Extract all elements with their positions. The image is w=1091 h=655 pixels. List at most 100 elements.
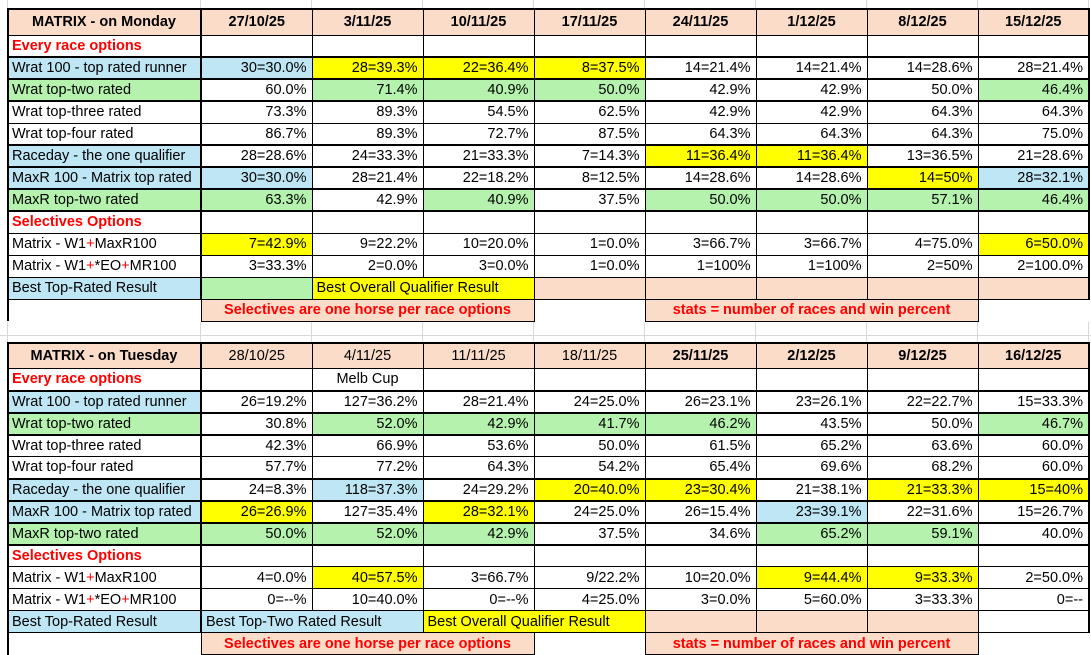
cell[interactable]: 3=33.3% bbox=[201, 255, 312, 277]
date-header[interactable]: 11/11/25 bbox=[423, 343, 534, 369]
row-label[interactable]: Every race options bbox=[8, 35, 201, 57]
cell[interactable]: 8=37.5% bbox=[534, 57, 645, 79]
cell[interactable]: 64.3% bbox=[867, 101, 978, 123]
row-label[interactable]: Wrat top-two rated bbox=[8, 79, 201, 101]
cell[interactable]: 3=66.7% bbox=[423, 567, 534, 589]
cell[interactable]: 15=40% bbox=[978, 479, 1089, 501]
cell[interactable]: 43.5% bbox=[756, 413, 867, 435]
empty-result-cell[interactable] bbox=[534, 277, 645, 299]
cell[interactable]: 21=38.1% bbox=[756, 479, 867, 501]
cell[interactable]: 4=75.0% bbox=[867, 233, 978, 255]
cell[interactable] bbox=[201, 545, 312, 567]
cell[interactable]: 52.0% bbox=[312, 413, 423, 435]
monday-title-cell[interactable]: MATRIX - on Monday bbox=[8, 9, 201, 35]
cell[interactable]: 50.0% bbox=[867, 79, 978, 101]
cell[interactable]: 50.0% bbox=[756, 189, 867, 211]
cell[interactable]: 0=--% bbox=[423, 589, 534, 611]
footer-note-cell[interactable]: stats = number of races and win percent bbox=[645, 633, 978, 655]
cell[interactable] bbox=[645, 211, 756, 233]
cell[interactable]: 3=0.0% bbox=[645, 589, 756, 611]
cell[interactable]: 28=32.1% bbox=[423, 501, 534, 523]
empty-cell[interactable] bbox=[978, 299, 1089, 321]
cell[interactable]: 24=8.3% bbox=[201, 479, 312, 501]
row-label[interactable]: Selectives Options bbox=[8, 211, 201, 233]
row-label[interactable]: Matrix - W1+*EO+MR100 bbox=[8, 589, 201, 611]
date-header[interactable]: 15/12/25 bbox=[978, 9, 1089, 35]
cell[interactable]: 7=14.3% bbox=[534, 145, 645, 167]
cell[interactable]: 6=50.0% bbox=[978, 233, 1089, 255]
date-header[interactable]: 4/11/25 bbox=[312, 343, 423, 369]
cell[interactable]: 57.7% bbox=[201, 457, 312, 479]
cell[interactable]: 24=25.0% bbox=[534, 501, 645, 523]
cell[interactable]: 14=21.4% bbox=[756, 57, 867, 79]
cell[interactable] bbox=[645, 369, 756, 391]
date-header[interactable]: 16/12/25 bbox=[978, 343, 1089, 369]
cell[interactable]: 63.3% bbox=[201, 189, 312, 211]
cell[interactable] bbox=[423, 211, 534, 233]
row-label[interactable]: Matrix - W1+*EO+MR100 bbox=[8, 255, 201, 277]
cell[interactable]: 2=50% bbox=[867, 255, 978, 277]
note-row-spacer[interactable] bbox=[8, 633, 201, 655]
cell[interactable] bbox=[534, 211, 645, 233]
cell[interactable]: 21=28.6% bbox=[978, 145, 1089, 167]
row-label[interactable]: Selectives Options bbox=[8, 545, 201, 567]
cell[interactable]: 54.5% bbox=[423, 101, 534, 123]
date-header[interactable]: 9/12/25 bbox=[867, 343, 978, 369]
cell[interactable]: 87.5% bbox=[534, 123, 645, 145]
cell[interactable]: 14=21.4% bbox=[645, 57, 756, 79]
cell[interactable]: 40.9% bbox=[423, 189, 534, 211]
cell[interactable]: 72.7% bbox=[423, 123, 534, 145]
cell[interactable] bbox=[645, 35, 756, 57]
empty-result-cell[interactable] bbox=[867, 611, 978, 633]
cell[interactable]: 14=28.6% bbox=[645, 167, 756, 189]
cell[interactable]: 40.0% bbox=[978, 523, 1089, 545]
date-header[interactable]: 8/12/25 bbox=[867, 9, 978, 35]
cell[interactable] bbox=[201, 35, 312, 57]
cell[interactable]: 4=25.0% bbox=[534, 589, 645, 611]
empty-result-cell[interactable] bbox=[756, 611, 867, 633]
cell[interactable] bbox=[756, 35, 867, 57]
cell[interactable]: 42.3% bbox=[201, 435, 312, 457]
cell[interactable]: 3=0.0% bbox=[423, 255, 534, 277]
cell[interactable]: 3=66.7% bbox=[756, 233, 867, 255]
cell[interactable]: 28=28.6% bbox=[201, 145, 312, 167]
cell[interactable]: 50.0% bbox=[201, 523, 312, 545]
date-header[interactable]: 17/11/25 bbox=[534, 9, 645, 35]
cell[interactable]: 64.3% bbox=[423, 457, 534, 479]
cell[interactable] bbox=[867, 369, 978, 391]
empty-result-cell[interactable] bbox=[201, 277, 312, 299]
cell[interactable]: 37.5% bbox=[534, 189, 645, 211]
cell[interactable]: 28=21.4% bbox=[312, 167, 423, 189]
cell[interactable]: 89.3% bbox=[312, 123, 423, 145]
cell[interactable]: 34.6% bbox=[645, 523, 756, 545]
row-label[interactable]: MaxR top-two rated bbox=[8, 523, 201, 545]
cell[interactable]: 118=37.3% bbox=[312, 479, 423, 501]
row-label[interactable]: Matrix - W1+MaxR100 bbox=[8, 233, 201, 255]
cell[interactable]: 2=0.0% bbox=[312, 255, 423, 277]
cell[interactable]: 10=20.0% bbox=[423, 233, 534, 255]
date-header[interactable]: 27/10/25 bbox=[201, 9, 312, 35]
empty-result-cell[interactable] bbox=[978, 277, 1089, 299]
row-label[interactable]: MaxR top-two rated bbox=[8, 189, 201, 211]
cell[interactable]: 4=0.0% bbox=[201, 567, 312, 589]
cell[interactable]: 22=22.7% bbox=[867, 391, 978, 413]
date-header[interactable]: 28/10/25 bbox=[201, 343, 312, 369]
empty-result-cell[interactable] bbox=[867, 277, 978, 299]
cell[interactable] bbox=[978, 35, 1089, 57]
row-label[interactable]: Wrat top-three rated bbox=[8, 101, 201, 123]
cell[interactable]: 28=21.4% bbox=[423, 391, 534, 413]
empty-result-cell[interactable] bbox=[645, 611, 756, 633]
cell[interactable]: 24=29.2% bbox=[423, 479, 534, 501]
cell[interactable]: 2=100.0% bbox=[978, 255, 1089, 277]
empty-cell[interactable] bbox=[534, 633, 645, 655]
cell[interactable] bbox=[867, 35, 978, 57]
cell[interactable]: 50.0% bbox=[645, 189, 756, 211]
cell[interactable]: 30.8% bbox=[201, 413, 312, 435]
cell[interactable]: 50.0% bbox=[534, 79, 645, 101]
cell[interactable]: 30=30.0% bbox=[201, 167, 312, 189]
cell[interactable]: 13=36.5% bbox=[867, 145, 978, 167]
cell[interactable]: 42.9% bbox=[756, 79, 867, 101]
note-row-spacer[interactable] bbox=[8, 299, 201, 321]
cell[interactable]: 14=28.6% bbox=[867, 57, 978, 79]
